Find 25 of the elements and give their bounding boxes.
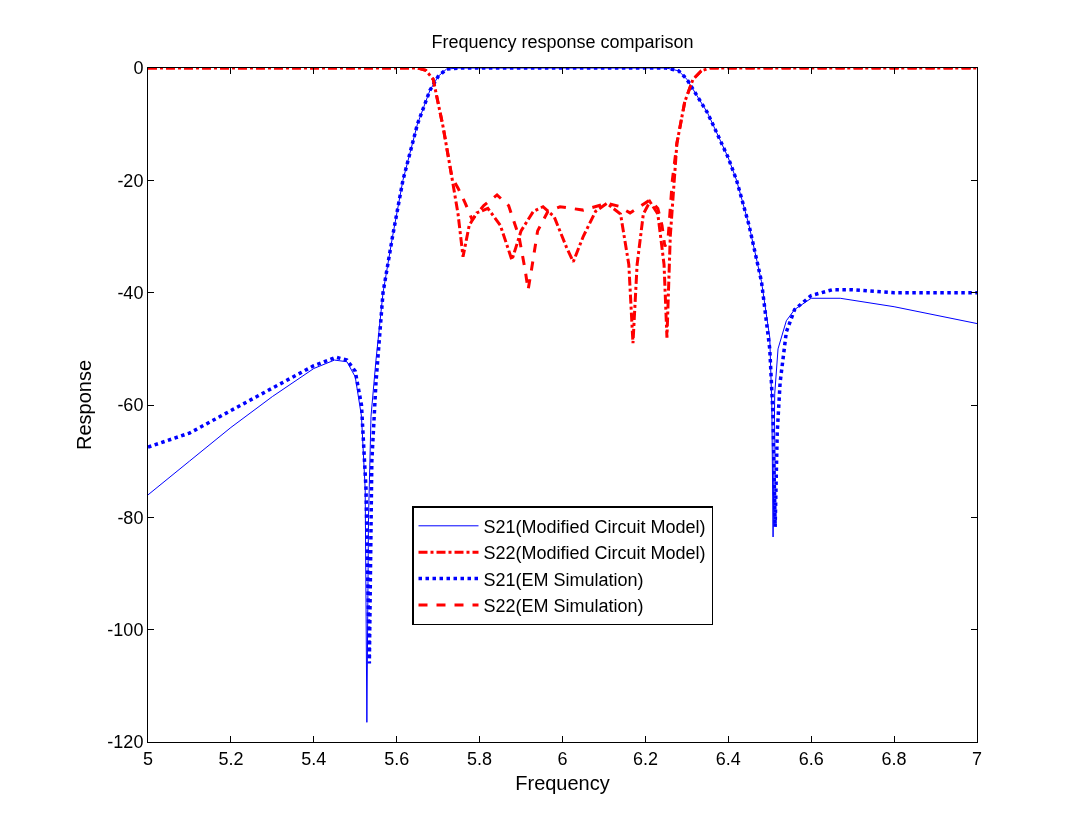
y-tick-label: -40 xyxy=(117,282,144,303)
y-axis-title: Response xyxy=(72,359,95,451)
legend-label: S21(EM Simulation) xyxy=(483,569,644,590)
x-tick-label: 6.8 xyxy=(881,748,907,769)
x-tick-label: 6.6 xyxy=(798,748,824,769)
x-tick-label: 5.4 xyxy=(301,748,327,769)
x-tick-label: 5.8 xyxy=(467,748,493,769)
x-tick-label: 6.2 xyxy=(632,748,658,769)
x-tick-label: 6.4 xyxy=(715,748,741,769)
x-tick-label: 7 xyxy=(971,748,983,769)
y-tick-label: -60 xyxy=(117,395,144,416)
legend-label: S22(Modified Circuit Model) xyxy=(483,543,706,564)
chart-title: Frequency response comparison xyxy=(431,32,694,53)
y-tick-label: -20 xyxy=(117,170,144,191)
x-tick-label: 5.6 xyxy=(384,748,410,769)
y-tick-label: -120 xyxy=(107,732,144,753)
x-tick-label: 6 xyxy=(557,748,568,769)
y-tick-label: 0 xyxy=(133,58,144,79)
legend-label: S22(EM Simulation) xyxy=(483,596,644,617)
x-tick-label: 5 xyxy=(142,748,154,769)
x-axis-title: Frequency xyxy=(515,772,610,795)
legend-label: S21(Modified Circuit Model) xyxy=(483,516,706,537)
y-tick-label: -100 xyxy=(107,619,144,640)
y-tick-label: -80 xyxy=(117,507,144,528)
x-tick-label: 5.2 xyxy=(218,748,244,769)
